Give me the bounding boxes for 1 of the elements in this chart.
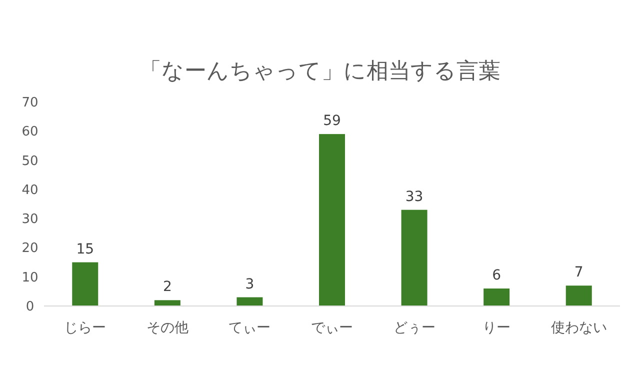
- title: 「なーんちゃって」に相当する言葉: [140, 59, 500, 84]
